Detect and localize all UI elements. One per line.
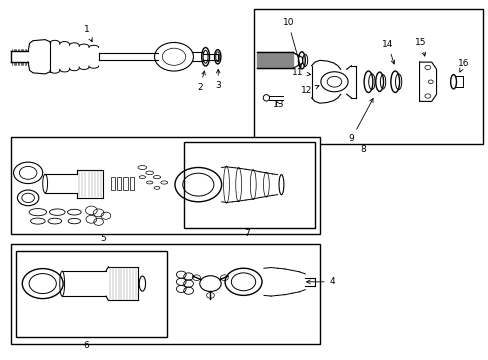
Bar <box>117 177 121 190</box>
Text: 14: 14 <box>382 40 394 64</box>
Bar <box>11 244 319 344</box>
Text: 12: 12 <box>301 85 318 95</box>
Bar <box>129 177 134 190</box>
Text: 5: 5 <box>101 234 106 243</box>
Text: 9: 9 <box>348 99 372 143</box>
Bar <box>123 177 127 190</box>
Text: 15: 15 <box>414 38 426 56</box>
Text: 4: 4 <box>306 277 335 286</box>
Text: 11: 11 <box>292 68 310 77</box>
Text: 13: 13 <box>272 100 284 109</box>
Bar <box>183 143 314 228</box>
Text: 7: 7 <box>244 229 249 238</box>
Text: 10: 10 <box>282 18 301 67</box>
Bar <box>111 177 115 190</box>
Text: 1: 1 <box>83 26 92 42</box>
Text: 16: 16 <box>457 59 468 72</box>
Text: 3: 3 <box>215 69 221 90</box>
Bar <box>16 251 166 337</box>
Bar <box>11 137 319 234</box>
Text: 6: 6 <box>83 341 89 350</box>
Text: 2: 2 <box>197 71 205 92</box>
Text: 8: 8 <box>360 145 366 154</box>
Bar <box>254 9 482 144</box>
